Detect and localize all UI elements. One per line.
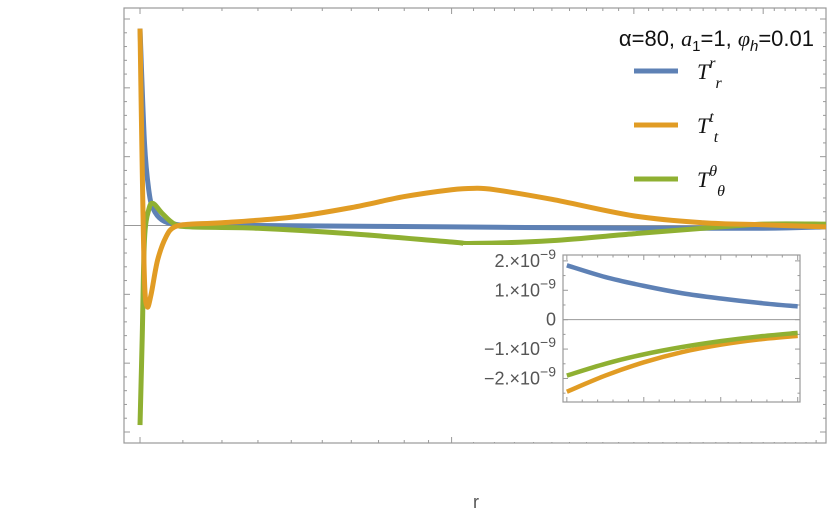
inset-y-tick-base: 2.×10 xyxy=(494,251,540,271)
legend-label-sup: t xyxy=(709,109,714,126)
legend-label-sup: θ xyxy=(709,163,717,180)
x-axis-label: r xyxy=(473,492,479,512)
inset-y-tick-exp: −9 xyxy=(540,246,556,262)
legend-label-main: T xyxy=(697,59,711,84)
inset-background xyxy=(463,245,810,442)
inset-y-tick-label: 1.×10−9 xyxy=(494,275,556,300)
inset-frame xyxy=(562,254,801,403)
series-line-t-t-t xyxy=(137,28,827,310)
series-line-t-theta-theta xyxy=(137,200,827,426)
inset-series-line-t-theta-theta xyxy=(566,330,798,378)
legend-label: Tθθ xyxy=(697,163,725,200)
inset-y-tick-exp: −9 xyxy=(540,275,556,291)
inset-chart: 2.×10−91.×10−90−1.×10−9−2.×10−9 xyxy=(463,245,810,442)
inset-series-line-t-t-t xyxy=(565,333,798,394)
legend-label-sub: t xyxy=(714,129,719,146)
legend-label-sub: r xyxy=(715,75,722,92)
legend-label-main: T xyxy=(697,167,711,192)
inset-y-tick-base: 1.×10 xyxy=(494,280,540,300)
inset-y-tick-base: 0 xyxy=(546,310,556,330)
inset-y-tick-label: 0 xyxy=(546,310,556,330)
inset-y-tick-label: −1.×10−9 xyxy=(484,334,556,359)
inset-y-tick-exp: −9 xyxy=(540,363,556,379)
chart-title: α=80, a1=1, φh=0.01 xyxy=(619,26,814,55)
legend-label: Trr xyxy=(697,55,722,92)
legend-label-sub: θ xyxy=(717,183,725,200)
legend-label-sup: r xyxy=(709,55,716,72)
legend-label-main: T xyxy=(697,113,711,138)
inset-y-tick-label: −2.×10−9 xyxy=(484,363,556,388)
inset-series-line-t-r-r xyxy=(566,263,798,309)
inset-y-tick-base: −2.×10 xyxy=(484,368,540,388)
legend-label: Ttt xyxy=(697,109,719,146)
inset-y-tick-label: 2.×10−9 xyxy=(494,246,556,271)
inset-y-tick-exp: −9 xyxy=(540,334,556,350)
inset-y-tick-base: −1.×10 xyxy=(484,339,540,359)
